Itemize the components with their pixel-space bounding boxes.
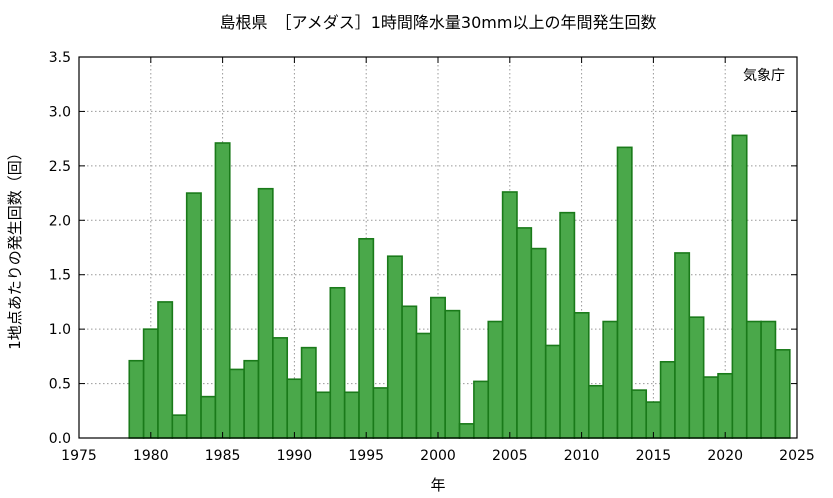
y-tick-label: 2.0 [49, 213, 71, 229]
bar-2018 [688, 316, 705, 439]
bar-1981 [157, 301, 174, 439]
x-tick-label: 1995 [348, 448, 384, 464]
y-tick-label: 2.5 [49, 159, 71, 175]
bar-1995 [358, 237, 375, 439]
bar-2024 [774, 349, 791, 439]
y-tick-label: 3.0 [49, 104, 71, 120]
bar-1983 [185, 192, 202, 439]
bar-1997 [386, 255, 403, 439]
bar-1996 [372, 387, 389, 439]
bar-2020 [717, 372, 734, 439]
x-tick-label: 2020 [707, 448, 743, 464]
bar-2016 [659, 360, 676, 439]
bar-2011 [587, 384, 604, 439]
bar-2021 [731, 134, 748, 439]
bar-2004 [487, 320, 504, 439]
bar-1980 [142, 328, 159, 439]
x-tick-label: 2015 [636, 448, 672, 464]
credit-label: 気象庁 [743, 68, 785, 84]
x-tick-label: 1975 [61, 448, 97, 464]
bar-2014 [631, 389, 648, 439]
bar-2003 [473, 380, 490, 439]
bar-1982 [171, 414, 188, 439]
y-tick-label: 0.0 [49, 431, 71, 447]
x-axis-label: 年 [430, 476, 445, 494]
x-tick-label: 1980 [133, 448, 169, 464]
bar-2017 [674, 252, 691, 439]
bar-1992 [315, 391, 332, 439]
bar-2012 [602, 320, 619, 439]
y-tick-labels: 0.0 0.5 1.0 1.5 2.0 2.5 3.0 3.5 [49, 50, 71, 447]
bar-2009 [559, 211, 576, 439]
bar-2023 [760, 320, 777, 439]
x-tick-label: 1985 [205, 448, 241, 464]
y-tick-label: 0.5 [49, 377, 71, 393]
x-tick-label: 2005 [492, 448, 528, 464]
bar-2002 [458, 423, 475, 439]
y-axis-label: 1地点あたりの発生回数（回） [6, 145, 24, 350]
y-tick-label: 3.5 [49, 50, 71, 66]
bar-1989 [272, 337, 289, 439]
bar-2010 [573, 312, 590, 439]
bar-2013 [616, 146, 633, 439]
bar-1984 [200, 395, 217, 439]
bar-2001 [444, 309, 461, 439]
bar-1991 [300, 346, 317, 439]
bar-2006 [516, 227, 533, 439]
bar-1986 [228, 368, 245, 439]
bar-2008 [544, 344, 561, 439]
y-tick-label: 1.5 [49, 268, 71, 284]
bar-2005 [501, 191, 518, 439]
bars [128, 134, 791, 439]
bar-1993 [329, 286, 346, 439]
axis-ticks [78, 56, 798, 439]
x-tick-label: 2025 [779, 448, 815, 464]
y-tick-label: 1.0 [49, 322, 71, 338]
x-tick-label: 2010 [564, 448, 600, 464]
bar-1988 [257, 187, 274, 439]
bar-2000 [430, 296, 446, 439]
bar-2007 [530, 247, 547, 439]
bar-1999 [415, 332, 432, 439]
bar-1985 [214, 142, 231, 439]
bar-1994 [343, 391, 360, 439]
bar-2019 [702, 376, 719, 439]
x-tick-labels: 1975 1980 1985 1990 1995 2000 2005 2010 2015 2020… [61, 448, 815, 464]
bar-1987 [243, 359, 260, 439]
bar-1979 [128, 359, 145, 439]
x-tick-label: 2000 [420, 448, 456, 464]
x-tick-label: 1990 [277, 448, 313, 464]
bar-2022 [745, 320, 762, 439]
bar-1998 [401, 305, 418, 439]
bar-1990 [286, 378, 303, 439]
chart-title: 島根県 ［アメダス］1時間降水量30mm以上の年間発生回数 [220, 13, 657, 32]
